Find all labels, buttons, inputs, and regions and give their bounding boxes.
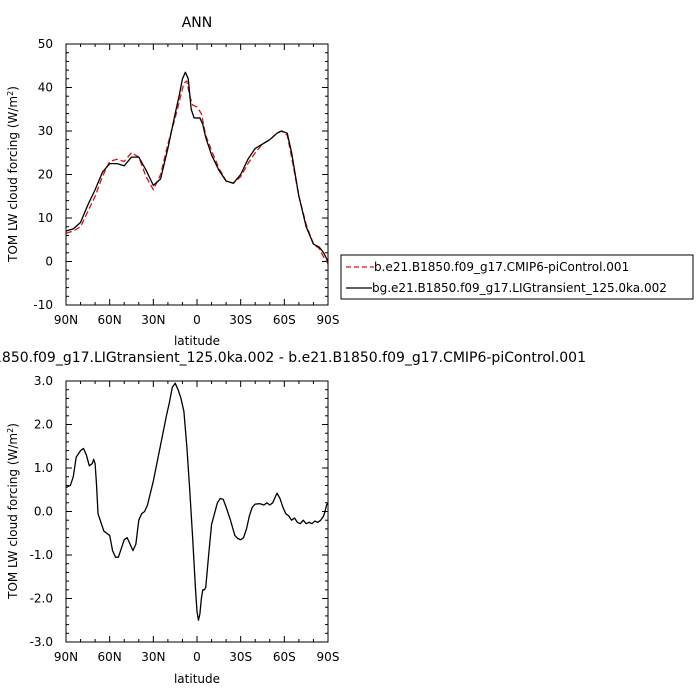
- y-tick-label: 10: [38, 211, 53, 225]
- x-tick-label: 0: [193, 650, 201, 664]
- chart-bottom: bg.e21.B1850.f09_g17.LIGtransient_125.0k…: [0, 350, 586, 686]
- x-axis-label-bottom: latitude: [174, 672, 220, 686]
- y-tick-label: 0: [45, 255, 53, 269]
- legend: b.e21.B1850.f09_g17.CMIP6-piControl.001 …: [340, 254, 694, 300]
- series-line-difference: [65, 382, 329, 621]
- difference-chart-title: bg.e21.B1850.f09_g17.LIGtransient_125.0k…: [0, 350, 586, 366]
- legend-label-lig: bg.e21.B1850.f09_g17.LIGtransient_125.0k…: [372, 281, 667, 295]
- y-ticks: -10 0 10 20 30 40 50: [33, 37, 328, 312]
- y-axis-label: TOM LW cloud forcing (W/m2): [6, 86, 21, 263]
- x-tick-label: 90S: [317, 313, 340, 327]
- x-tick-label: 30S: [229, 313, 252, 327]
- series-line-control: [65, 80, 329, 265]
- x-tick-label: 60S: [273, 650, 296, 664]
- x-tick-label: 0: [193, 313, 201, 327]
- chart-title: ANN: [182, 15, 213, 31]
- x-tick-label: 60N: [98, 650, 122, 664]
- x-axis-label: latitude: [174, 334, 220, 348]
- y-tick-label: 50: [38, 37, 53, 51]
- chart-top: ANN TOM LW cloud forcing (W/m2) latitude…: [6, 15, 340, 348]
- x-tick-label: 60S: [273, 313, 296, 327]
- y-tick-label: -1.0: [30, 548, 53, 562]
- y-ticks-bottom: -3.0 -2.0 -1.0 0.0 1.0 2.0 3.0: [30, 374, 328, 649]
- y-axis-label-bottom: TOM LW cloud forcing (W/m2): [6, 423, 21, 600]
- y-tick-label: 0.0: [34, 505, 53, 519]
- plot-frame-bottom: [65, 380, 329, 643]
- x-tick-label: 30N: [141, 650, 165, 664]
- x-tick-label: 60N: [98, 313, 122, 327]
- x-ticks-bottom: 90N 60N 30N 0 30S 60S 90S: [54, 381, 340, 664]
- y-tick-label: 40: [38, 81, 53, 95]
- difference-line: [65, 382, 329, 621]
- x-tick-label: 90N: [54, 650, 78, 664]
- x-tick-label: 90N: [54, 313, 78, 327]
- x-tick-label: 30S: [229, 650, 252, 664]
- y-tick-label: 20: [38, 168, 53, 182]
- legend-label-control: b.e21.B1850.f09_g17.CMIP6-piControl.001: [374, 260, 629, 274]
- series-lines: [65, 71, 329, 265]
- y-tick-label: -3.0: [30, 635, 53, 649]
- legend-box: [340, 254, 694, 300]
- y-tick-label: 30: [38, 124, 53, 138]
- y-tick-label: 2.0: [34, 418, 53, 432]
- x-tick-label: 30N: [141, 313, 165, 327]
- series-line-lig: [65, 71, 329, 262]
- y-tick-label: -10: [33, 298, 53, 312]
- y-tick-label: 3.0: [34, 374, 53, 388]
- plot-frame: [65, 43, 329, 306]
- y-tick-label: 1.0: [34, 461, 53, 475]
- y-tick-label: -2.0: [30, 592, 53, 606]
- x-tick-label: 90S: [317, 650, 340, 664]
